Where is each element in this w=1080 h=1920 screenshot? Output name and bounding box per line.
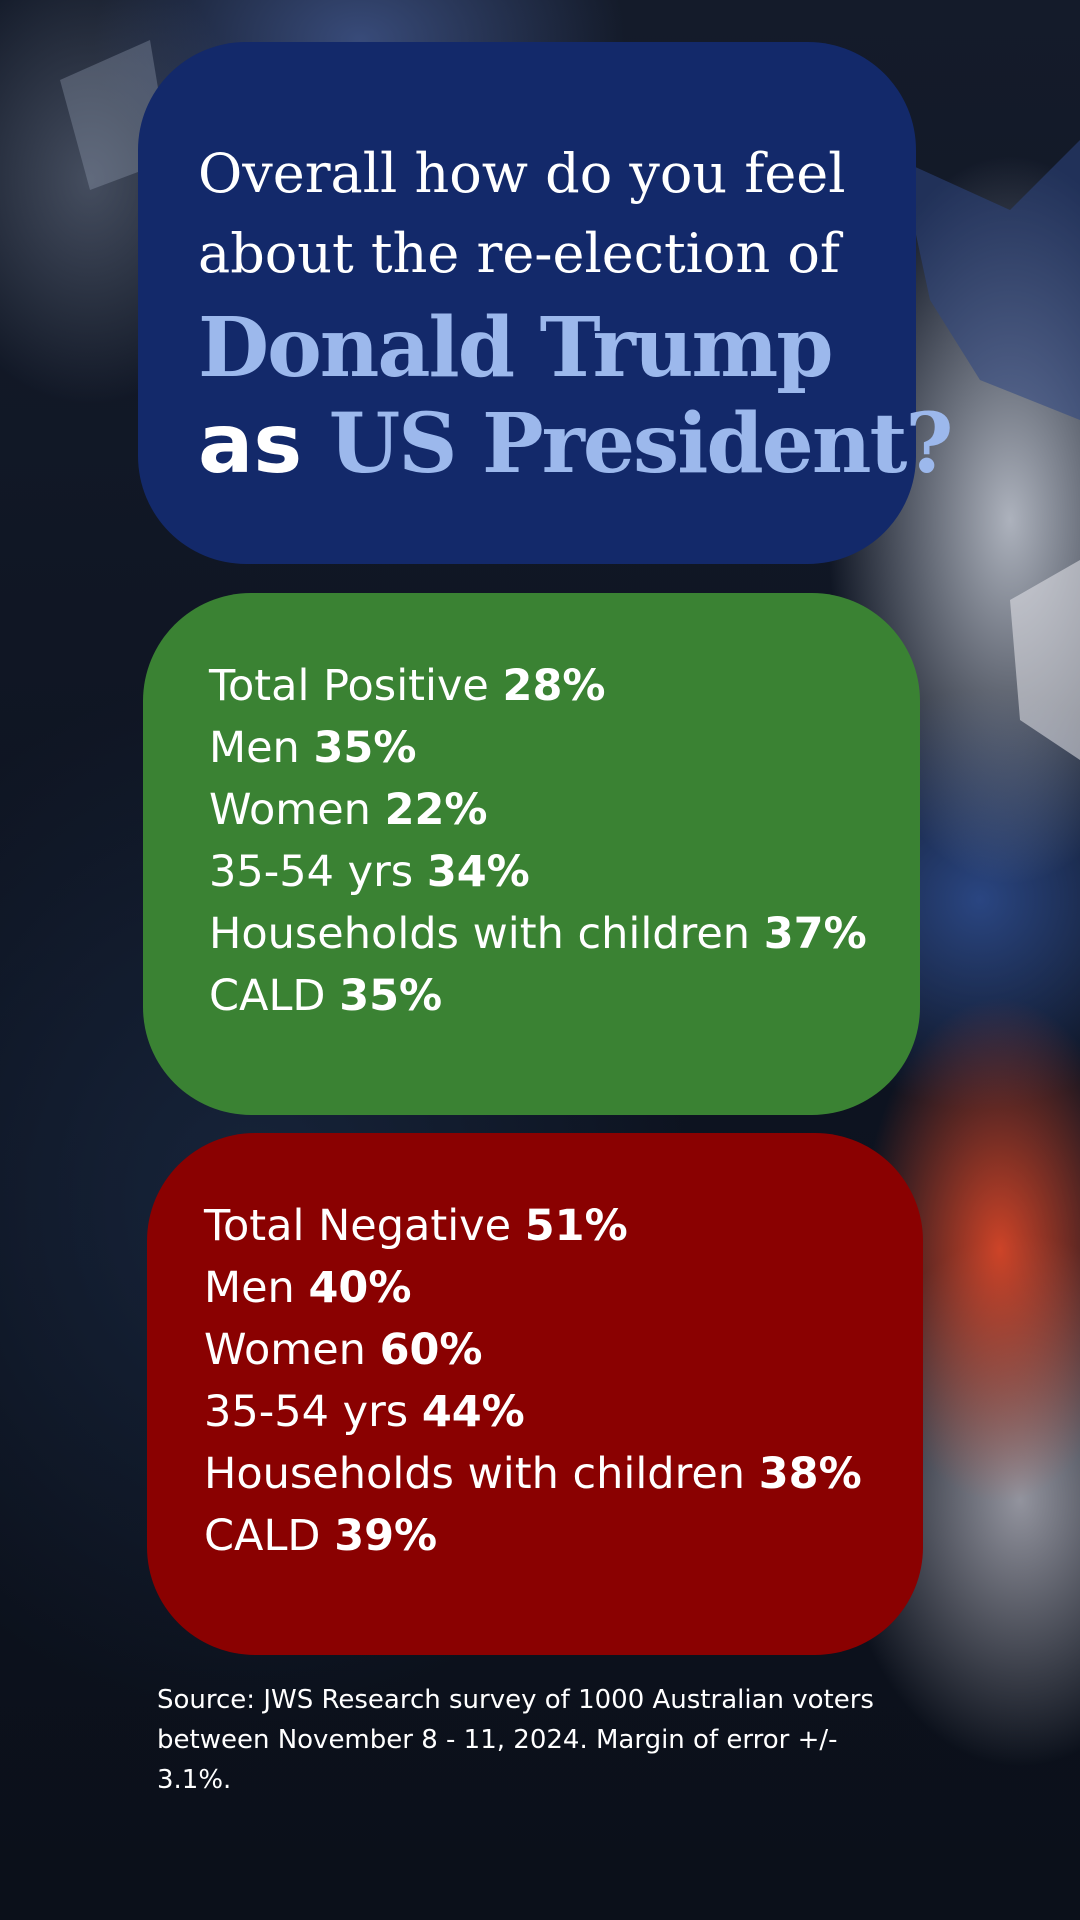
positive-label: CALD <box>209 971 326 1021</box>
positive-card: Total Positive 28% Men 35% Women 22% 35-… <box>143 593 920 1115</box>
positive-value: 35% <box>313 723 417 773</box>
negative-label: Men <box>204 1263 295 1313</box>
negative-card: Total Negative 51% Men 40% Women 60% 35-… <box>147 1133 923 1655</box>
positive-value: 35% <box>339 971 443 1021</box>
negative-row-cald: CALD 39% <box>204 1505 903 1567</box>
source-note: Source: JWS Research survey of 1000 Aust… <box>157 1680 917 1800</box>
positive-value: 28% <box>502 661 606 711</box>
negative-label: 35-54 yrs <box>204 1387 409 1437</box>
negative-value: 40% <box>308 1263 412 1313</box>
negative-value: 38% <box>758 1449 862 1499</box>
source-line-2: between November 8 - 11, 2024. Margin of… <box>157 1725 838 1795</box>
negative-row-households: Households with children 38% <box>204 1443 903 1505</box>
negative-label: Households with children <box>204 1449 746 1499</box>
positive-label: 35-54 yrs <box>209 847 414 897</box>
question-name: Donald Trump <box>198 300 834 396</box>
positive-value: 37% <box>763 909 867 959</box>
negative-value: 39% <box>334 1511 438 1561</box>
negative-value: 51% <box>524 1201 628 1251</box>
positive-value: 34% <box>426 847 530 897</box>
negative-label: Total Negative <box>204 1201 512 1251</box>
negative-row-35-54: 35-54 yrs 44% <box>204 1381 903 1443</box>
question-as-word: as <box>198 397 303 492</box>
negative-label: Women <box>204 1325 366 1375</box>
negative-row-women: Women 60% <box>204 1319 903 1381</box>
positive-label: Men <box>209 723 300 773</box>
negative-row-men: Men 40% <box>204 1257 903 1319</box>
positive-row-35-54: 35-54 yrs 34% <box>209 841 900 903</box>
positive-row-total: Total Positive 28% <box>209 655 900 717</box>
question-office: US President? <box>328 396 954 492</box>
positive-row-households: Households with children 37% <box>209 903 900 965</box>
positive-row-women: Women 22% <box>209 779 900 841</box>
question-line-1: Overall how do you feel <box>198 142 846 205</box>
negative-label: CALD <box>204 1511 321 1561</box>
positive-row-men: Men 35% <box>209 717 900 779</box>
question-line-2: about the re-election of <box>198 222 840 285</box>
source-line-1: Source: JWS Research survey of 1000 Aust… <box>157 1685 874 1715</box>
positive-label: Total Positive <box>209 661 489 711</box>
negative-row-total: Total Negative 51% <box>204 1195 903 1257</box>
positive-row-cald: CALD 35% <box>209 965 900 1027</box>
positive-label: Households with children <box>209 909 751 959</box>
negative-value: 60% <box>379 1325 483 1375</box>
question-card: Overall how do you feel about the re-ele… <box>138 42 953 564</box>
negative-value: 44% <box>421 1387 525 1437</box>
positive-value: 22% <box>384 785 488 835</box>
question-office-line: as US President? <box>198 396 953 493</box>
positive-label: Women <box>209 785 371 835</box>
